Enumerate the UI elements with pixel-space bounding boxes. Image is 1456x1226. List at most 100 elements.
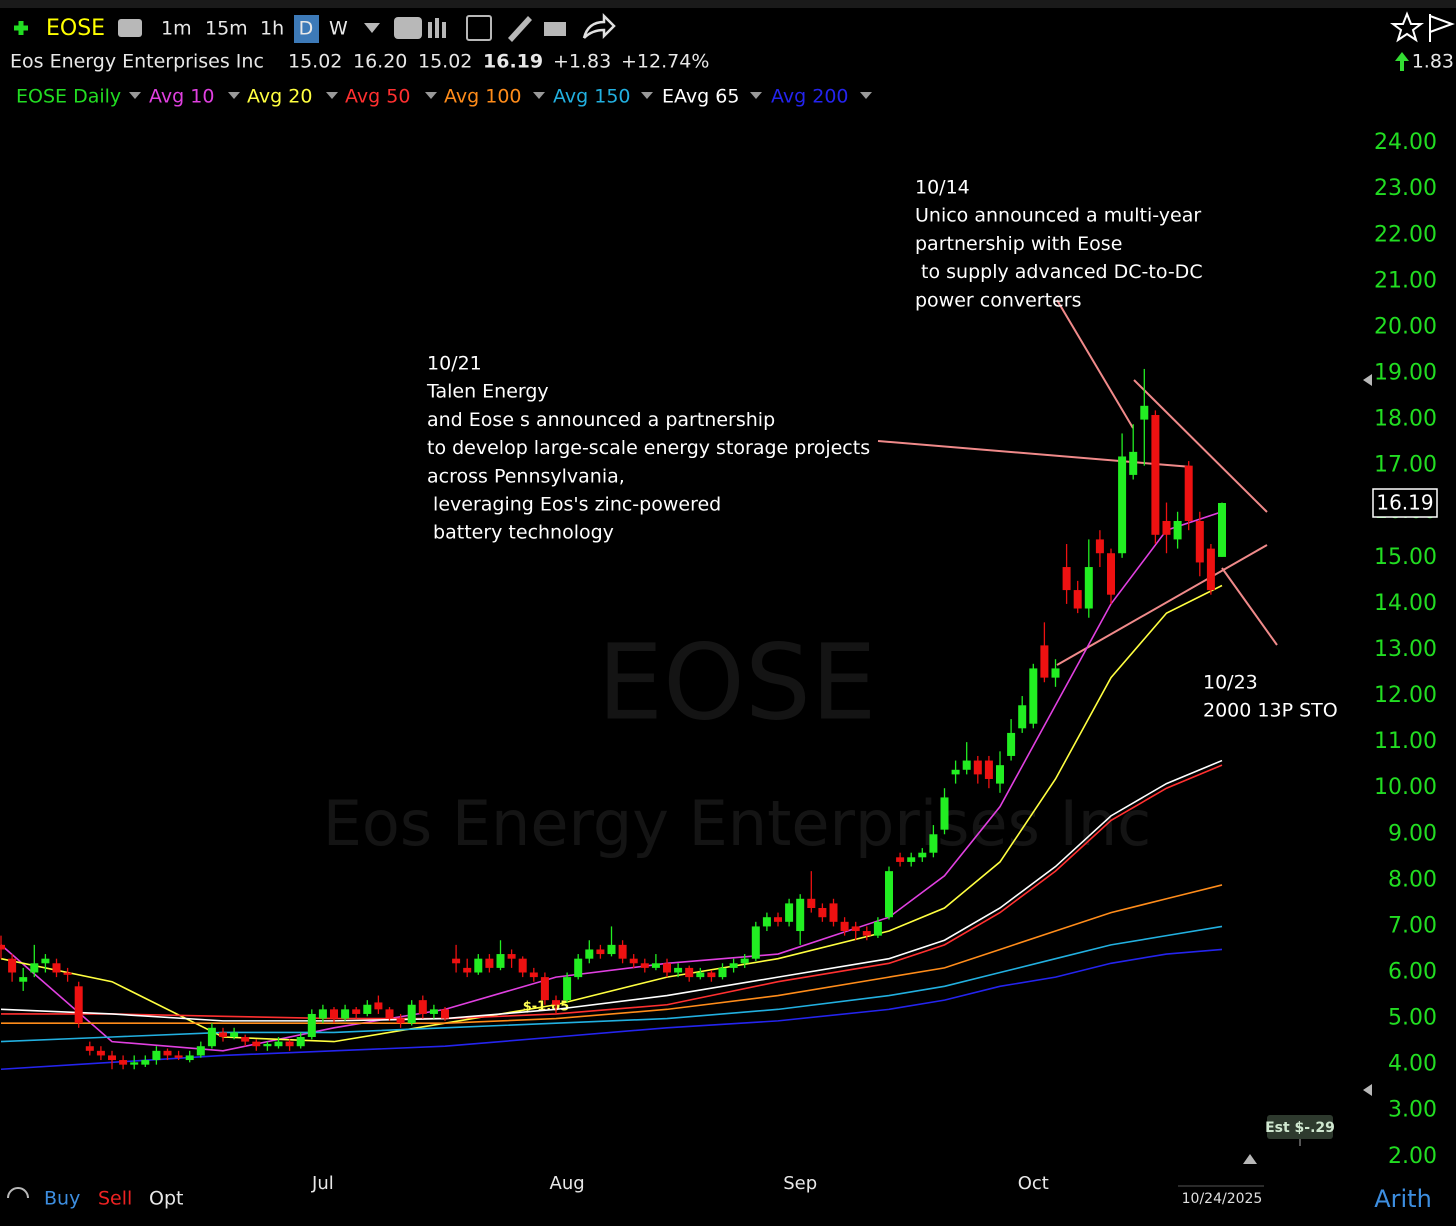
- y-tick-label: 8.00: [1388, 867, 1437, 892]
- price-tag-box: [1372, 488, 1438, 518]
- bars-icon[interactable]: [428, 22, 432, 38]
- candle-body: [785, 903, 794, 922]
- candle-body: [973, 760, 982, 775]
- legend-label: Avg 20: [247, 86, 312, 108]
- y-tick-label: 17.00: [1374, 453, 1437, 478]
- candle-body: [130, 1062, 139, 1065]
- annotation-line: 10/21: [427, 353, 482, 375]
- scroll-marker[interactable]: [1363, 1084, 1372, 1096]
- candle-body: [707, 972, 716, 978]
- y-tick-label: 15.00: [1374, 545, 1437, 570]
- candle-body: [41, 958, 50, 964]
- earnings-box[interactable]: [1267, 1115, 1333, 1139]
- opt-button[interactable]: Opt: [149, 1188, 183, 1210]
- trend-line: [877, 440, 1193, 468]
- earnings-estimate[interactable]: Est $-.29: [1265, 1120, 1335, 1136]
- add-icon[interactable]: [14, 21, 28, 35]
- interval[interactable]: 15m: [205, 18, 248, 40]
- candle-body: [751, 926, 760, 959]
- symbol[interactable]: EOSE: [46, 16, 105, 41]
- candle-body: [8, 958, 17, 973]
- moving-average-line: [1, 884, 1223, 1024]
- candle-body: [1151, 415, 1160, 535]
- flag-icon[interactable]: [1429, 14, 1455, 42]
- candle-body: [19, 977, 28, 982]
- candle-body: [152, 1050, 161, 1061]
- annotation-line: to supply advanced DC-to-DC: [915, 261, 1203, 283]
- annotation-line: Unico announced a multi-year: [915, 205, 1201, 227]
- calc-icon[interactable]: [466, 15, 492, 41]
- candle-body: [696, 972, 705, 978]
- candle-body: [1107, 553, 1115, 595]
- trend-line: [1056, 299, 1134, 429]
- link-icon[interactable]: [118, 19, 142, 37]
- candle-body: [1206, 548, 1215, 591]
- candle-body: [374, 1002, 383, 1010]
- y-tick-label: 21.00: [1374, 268, 1437, 293]
- share-icon[interactable]: [582, 12, 616, 40]
- legend-label: Avg 150: [553, 86, 631, 108]
- candle-body: [829, 903, 838, 922]
- candle-body: [463, 967, 472, 973]
- candle-body: [441, 1009, 449, 1019]
- candle-body: [984, 760, 993, 779]
- bars-icon[interactable]: [442, 22, 446, 38]
- quote-high: 16.20: [353, 51, 407, 73]
- interval[interactable]: 1h: [260, 18, 284, 40]
- trend-line: [1133, 379, 1268, 513]
- scroll-marker[interactable]: [1243, 1154, 1257, 1164]
- buy-button[interactable]: Buy: [44, 1188, 80, 1210]
- interval[interactable]: D: [299, 18, 314, 40]
- y-tick-label: 23.00: [1374, 176, 1437, 201]
- y-tick-label: 12.00: [1374, 683, 1437, 708]
- candle-body: [740, 958, 749, 964]
- layout-icon[interactable]: [544, 22, 566, 36]
- candle-body: [1129, 451, 1138, 475]
- scale-mode[interactable]: Arith: [1374, 1185, 1432, 1213]
- sell-button[interactable]: Sell: [98, 1188, 132, 1210]
- candle-body: [1040, 645, 1049, 678]
- candle-body: [851, 926, 860, 932]
- interval[interactable]: W: [329, 18, 348, 40]
- refresh-icon[interactable]: [7, 1187, 29, 1199]
- candle-body: [996, 765, 1004, 784]
- candle-body: [296, 1037, 305, 1047]
- candle-body: [318, 1009, 327, 1019]
- dropdown[interactable]: [364, 23, 380, 33]
- candle-body: [818, 907, 827, 918]
- quote-open: 15.02: [288, 51, 342, 73]
- interval-selected[interactable]: [294, 15, 319, 43]
- x-tick-label: Aug: [550, 1173, 585, 1194]
- tv-icon[interactable]: [394, 17, 422, 39]
- bars-icon[interactable]: [435, 18, 439, 38]
- moving-average-line: [0, 925, 1223, 1043]
- candle-body: [485, 958, 494, 968]
- candle-body: [1029, 668, 1038, 724]
- scroll-marker[interactable]: [1363, 374, 1372, 386]
- watermark-symbol: EOSE: [597, 621, 876, 743]
- candle-body: [907, 857, 916, 862]
- candle-body: [119, 1060, 128, 1065]
- candle-body: [141, 1060, 150, 1065]
- star-icon[interactable]: [1390, 11, 1424, 43]
- candle-body: [363, 1004, 372, 1014]
- candle-body: [163, 1050, 172, 1056]
- pencil-icon[interactable]: [508, 16, 532, 42]
- moving-average-line: [0, 948, 1223, 1071]
- legend-dropdown: [129, 92, 141, 99]
- y-tick-label: 19.00: [1374, 361, 1437, 386]
- up-arrow: [1395, 52, 1409, 71]
- annotation-line: battery technology: [427, 522, 614, 544]
- legend: EOSE Daily Avg 10 Avg 20 Avg 50 Avg 100 Avg 1…: [16, 86, 872, 108]
- candle-body: [474, 958, 483, 973]
- y-tick-label: 7.00: [1388, 913, 1437, 938]
- candle-body: [840, 921, 849, 932]
- candle-body: [274, 1041, 283, 1047]
- y-tick-label: 11.00: [1374, 729, 1437, 754]
- candle-body: [85, 1046, 94, 1051]
- y-tick-label: 13.00: [1374, 637, 1437, 662]
- candle-body: [1018, 705, 1027, 729]
- interval[interactable]: 1m: [161, 18, 192, 40]
- candle-body: [385, 1009, 394, 1019]
